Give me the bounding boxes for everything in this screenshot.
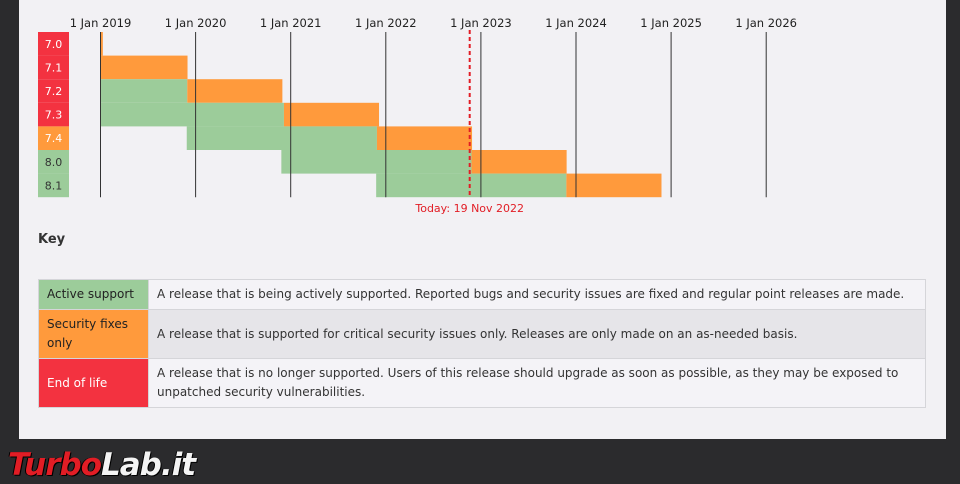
version-label-bg-7.2 (38, 79, 69, 103)
support-timeline-chart: 1 Jan 2019 1 Jan 2020 1 Jan 2021 1 Jan 2022… (38, 16, 797, 215)
key-description-active: A release that is being actively support… (148, 279, 926, 310)
bar-active-8.1 (376, 173, 567, 198)
bar-security-8.0 (471, 150, 567, 174)
version-label-7.2: 7.2 (45, 85, 63, 98)
version-label-7.1: 7.1 (45, 61, 63, 74)
key-row-security: Security fixes only A release that is su… (38, 309, 926, 359)
version-label-7.0: 7.0 (45, 38, 63, 51)
x-tick-label-2019: 1 Jan 2019 (70, 16, 132, 30)
version-label-bg-8.1 (38, 173, 69, 198)
version-label-8.0: 8.0 (45, 156, 63, 169)
version-label-bg-7.4 (38, 126, 69, 150)
key-table: Active support A release that is being a… (38, 279, 926, 408)
logo-part-lab: Lab.it (101, 447, 196, 483)
version-label-8.1: 8.1 (45, 179, 63, 192)
logo-part-turbo: Turbo (8, 447, 102, 483)
version-label-bg-7.3 (38, 102, 69, 127)
x-tick-label-2020: 1 Jan 2020 (165, 16, 227, 30)
x-tick-label-2023: 1 Jan 2023 (450, 16, 512, 30)
key-label-active: Active support (38, 279, 149, 310)
x-tick-label-2025: 1 Jan 2025 (640, 16, 702, 30)
x-tick-label-2024: 1 Jan 2024 (545, 16, 607, 30)
key-label-eol: End of life (38, 358, 149, 408)
bar-security-7.2 (187, 79, 283, 103)
bar-security-7.3 (283, 102, 380, 127)
bar-security-7.1 (100, 55, 188, 80)
x-tick-label-2022: 1 Jan 2022 (355, 16, 417, 30)
bar-active-8.0 (281, 150, 472, 174)
version-label-7.3: 7.3 (45, 109, 63, 122)
key-description-eol: A release that is no longer supported. U… (148, 358, 926, 408)
bar-active-7.4 (186, 126, 377, 150)
version-label-bg-7.0 (38, 32, 69, 56)
bar-security-8.1 (566, 173, 662, 198)
key-heading: Key (38, 232, 66, 247)
bar-security-7.4 (376, 126, 473, 150)
key-label-security: Security fixes only (38, 309, 149, 359)
key-row-active: Active support A release that is being a… (38, 279, 926, 310)
version-label-bg-8.0 (38, 150, 69, 174)
x-tick-label-2021: 1 Jan 2021 (260, 16, 322, 30)
bar-security-7.0 (100, 32, 103, 56)
version-label-7.4: 7.4 (45, 132, 63, 145)
x-tick-label-2026: 1 Jan 2026 (735, 16, 797, 30)
today-label: Today: 19 Nov 2022 (414, 202, 524, 215)
version-label-bg-7.1 (38, 55, 69, 80)
key-description-security: A release that is supported for critical… (148, 309, 926, 359)
key-row-eol: End of life A release that is no longer … (38, 358, 926, 408)
bar-active-7.2 (100, 79, 188, 103)
turbolab-logo: TurboLab.it (8, 447, 196, 483)
bar-active-7.3 (100, 102, 284, 127)
